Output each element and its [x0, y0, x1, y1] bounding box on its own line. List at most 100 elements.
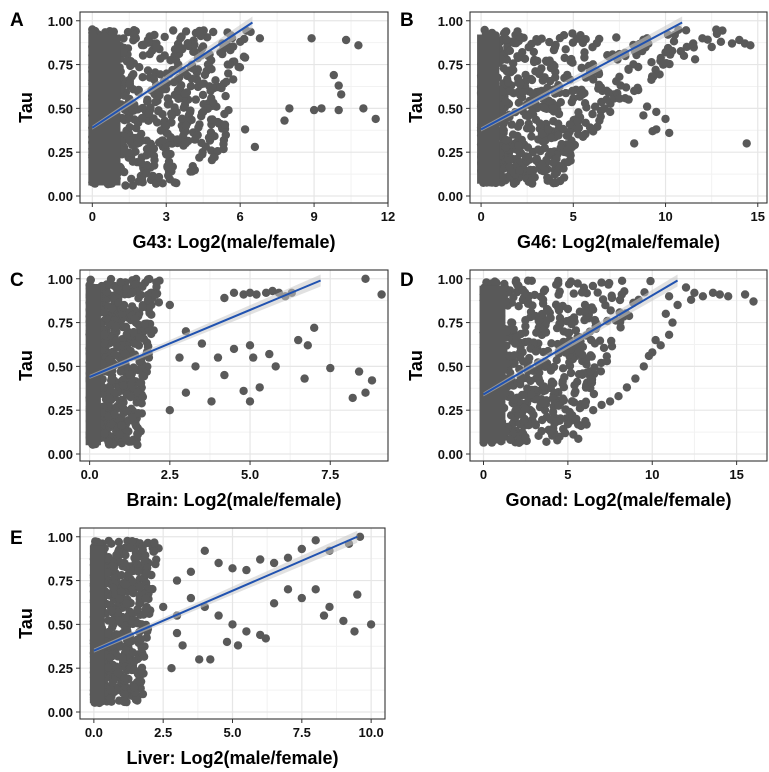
panel-e: 0.00 0.25 0.50 0.75 1.00 0.0 2.5 5.0 7.5 10.0 Live…	[10, 514, 386, 768]
panel-a-dense-point	[150, 155, 159, 165]
panel-a-dense-point	[154, 172, 164, 182]
panel-d-dense-point	[510, 351, 519, 360]
panel-c-dense-point	[100, 429, 109, 438]
panel-d-y-tick-label: 0.00	[438, 447, 463, 462]
panel-a-dense-point	[176, 34, 185, 43]
panel-e-dense-point	[136, 635, 146, 644]
panel-b-dense-point	[501, 135, 511, 145]
panel-c-data-point	[181, 388, 191, 397]
panel-a-data-point	[307, 34, 316, 43]
panel-c-dense-point	[133, 440, 142, 450]
panel-e-points	[159, 532, 376, 673]
panel-a-data-point	[337, 90, 346, 99]
panel-c-margin-top	[80, 256, 388, 270]
panel-b-data-point	[698, 34, 707, 43]
panel-d-x-tick-label: 5	[564, 467, 571, 482]
panel-c-data-point	[261, 288, 271, 297]
panel-a-dense-point	[197, 138, 206, 148]
panel-c-data-point	[361, 274, 370, 283]
panel-a-dense-point	[119, 48, 128, 58]
panel-d-data-point	[686, 295, 696, 304]
panel-b-dense-point	[559, 31, 569, 40]
panel-a-dense-point	[128, 181, 137, 190]
panel-b-data-point	[716, 37, 726, 46]
panel-b-dense-point	[564, 157, 573, 167]
panel-d-dense-point	[561, 405, 570, 414]
panel-d-dense-point	[593, 288, 602, 297]
panel-a-dense-point	[158, 179, 167, 188]
panel-a-data-point	[240, 125, 250, 134]
panel-a-data-point	[216, 83, 225, 92]
panel-c-y-tick-label: 1.00	[48, 272, 73, 287]
panel-b-dense-point	[550, 170, 559, 179]
panel-c-dense-point	[119, 303, 128, 312]
panel-c-data-point	[294, 335, 303, 345]
panel-a-point-cloud	[88, 25, 255, 190]
panel-c-data-point	[229, 288, 239, 297]
panel-d-data-point	[605, 397, 615, 406]
panel-d-dense-point	[578, 369, 588, 378]
panel-c-data-point	[249, 353, 258, 362]
panel-d-data-point	[708, 288, 718, 297]
panel-c-dense-point	[122, 284, 131, 293]
panel-d-dense-point	[581, 416, 590, 426]
panel-c-x-tick-label: 7.5	[321, 467, 339, 482]
panel-b-dense-point	[505, 87, 514, 96]
panel-b-data-point	[746, 41, 755, 50]
panel-c-y-tick-label: 0.25	[48, 403, 73, 418]
panel-e-data-point	[172, 628, 182, 638]
panel-b-dense-point	[577, 63, 586, 73]
panel-d-dense-point	[617, 290, 626, 299]
panel-b-dense-point	[573, 117, 583, 126]
panel-b-y-tick-label: 1.00	[438, 14, 463, 29]
panel-b-dense-point	[513, 131, 522, 141]
panel-e-data-point	[355, 532, 365, 541]
panel-a-dense-point	[129, 36, 138, 45]
panel-a-dense-point	[143, 97, 152, 106]
panel-b-dense-point	[527, 176, 536, 185]
panel-d-dense-point	[596, 367, 606, 376]
panel-a-margin-top	[80, 0, 388, 12]
panel-b-dense-point	[505, 162, 514, 172]
panel-b-core-mass	[477, 34, 500, 184]
panel-a-data-point	[250, 142, 260, 152]
panel-c-dense-point	[98, 383, 108, 393]
panel-b-dense-point	[562, 131, 572, 140]
panel-d-dense-point	[534, 316, 543, 326]
panel-b-dense-point	[526, 165, 535, 175]
panel-b-dense-point	[498, 87, 507, 96]
panel-c-y-tick-label: 0.00	[48, 447, 73, 462]
panel-e-dense-point	[108, 677, 118, 687]
panel-e-data-point	[269, 558, 279, 568]
panel-e-dense-point	[136, 665, 146, 675]
panel-b-margin-top	[470, 0, 767, 12]
panel-c-data-point	[175, 353, 184, 362]
panel-b-dense-point	[509, 65, 518, 75]
panel-a-dense-point	[207, 65, 216, 74]
panel-b-dense-point	[515, 79, 525, 89]
panel-d-data-point	[673, 300, 682, 310]
panel-a-dense-point	[156, 54, 165, 63]
panel-e-dense-point	[115, 594, 124, 603]
panel-c-dense-point	[131, 280, 140, 289]
panel-b-dense-point	[523, 143, 533, 152]
panel-b-dense-point	[615, 94, 624, 103]
panel-c-dense-point	[117, 421, 126, 430]
panel-e-dense-point	[120, 697, 129, 707]
panel-d-dense-point	[599, 343, 609, 353]
panel-d-dense-point	[521, 404, 530, 414]
panel-d-data-point	[546, 427, 556, 436]
panel-c-dense-point	[121, 322, 131, 332]
panel-b-dense-point	[538, 76, 547, 85]
panel-b-dense-point	[647, 75, 656, 85]
panel-d-data-point	[698, 292, 708, 301]
panel-b-dense-point	[527, 132, 536, 141]
panel-e-dense-point	[109, 562, 119, 571]
panel-d-dense-point	[589, 389, 599, 399]
panel-d-dense-point	[617, 276, 627, 285]
panel-e-dense-point	[137, 644, 147, 653]
panel-b-dense-point	[580, 99, 590, 108]
panel-b-dense-point	[498, 125, 507, 135]
panel-e-data-point	[283, 553, 293, 562]
panel-d-dense-point	[554, 401, 563, 410]
